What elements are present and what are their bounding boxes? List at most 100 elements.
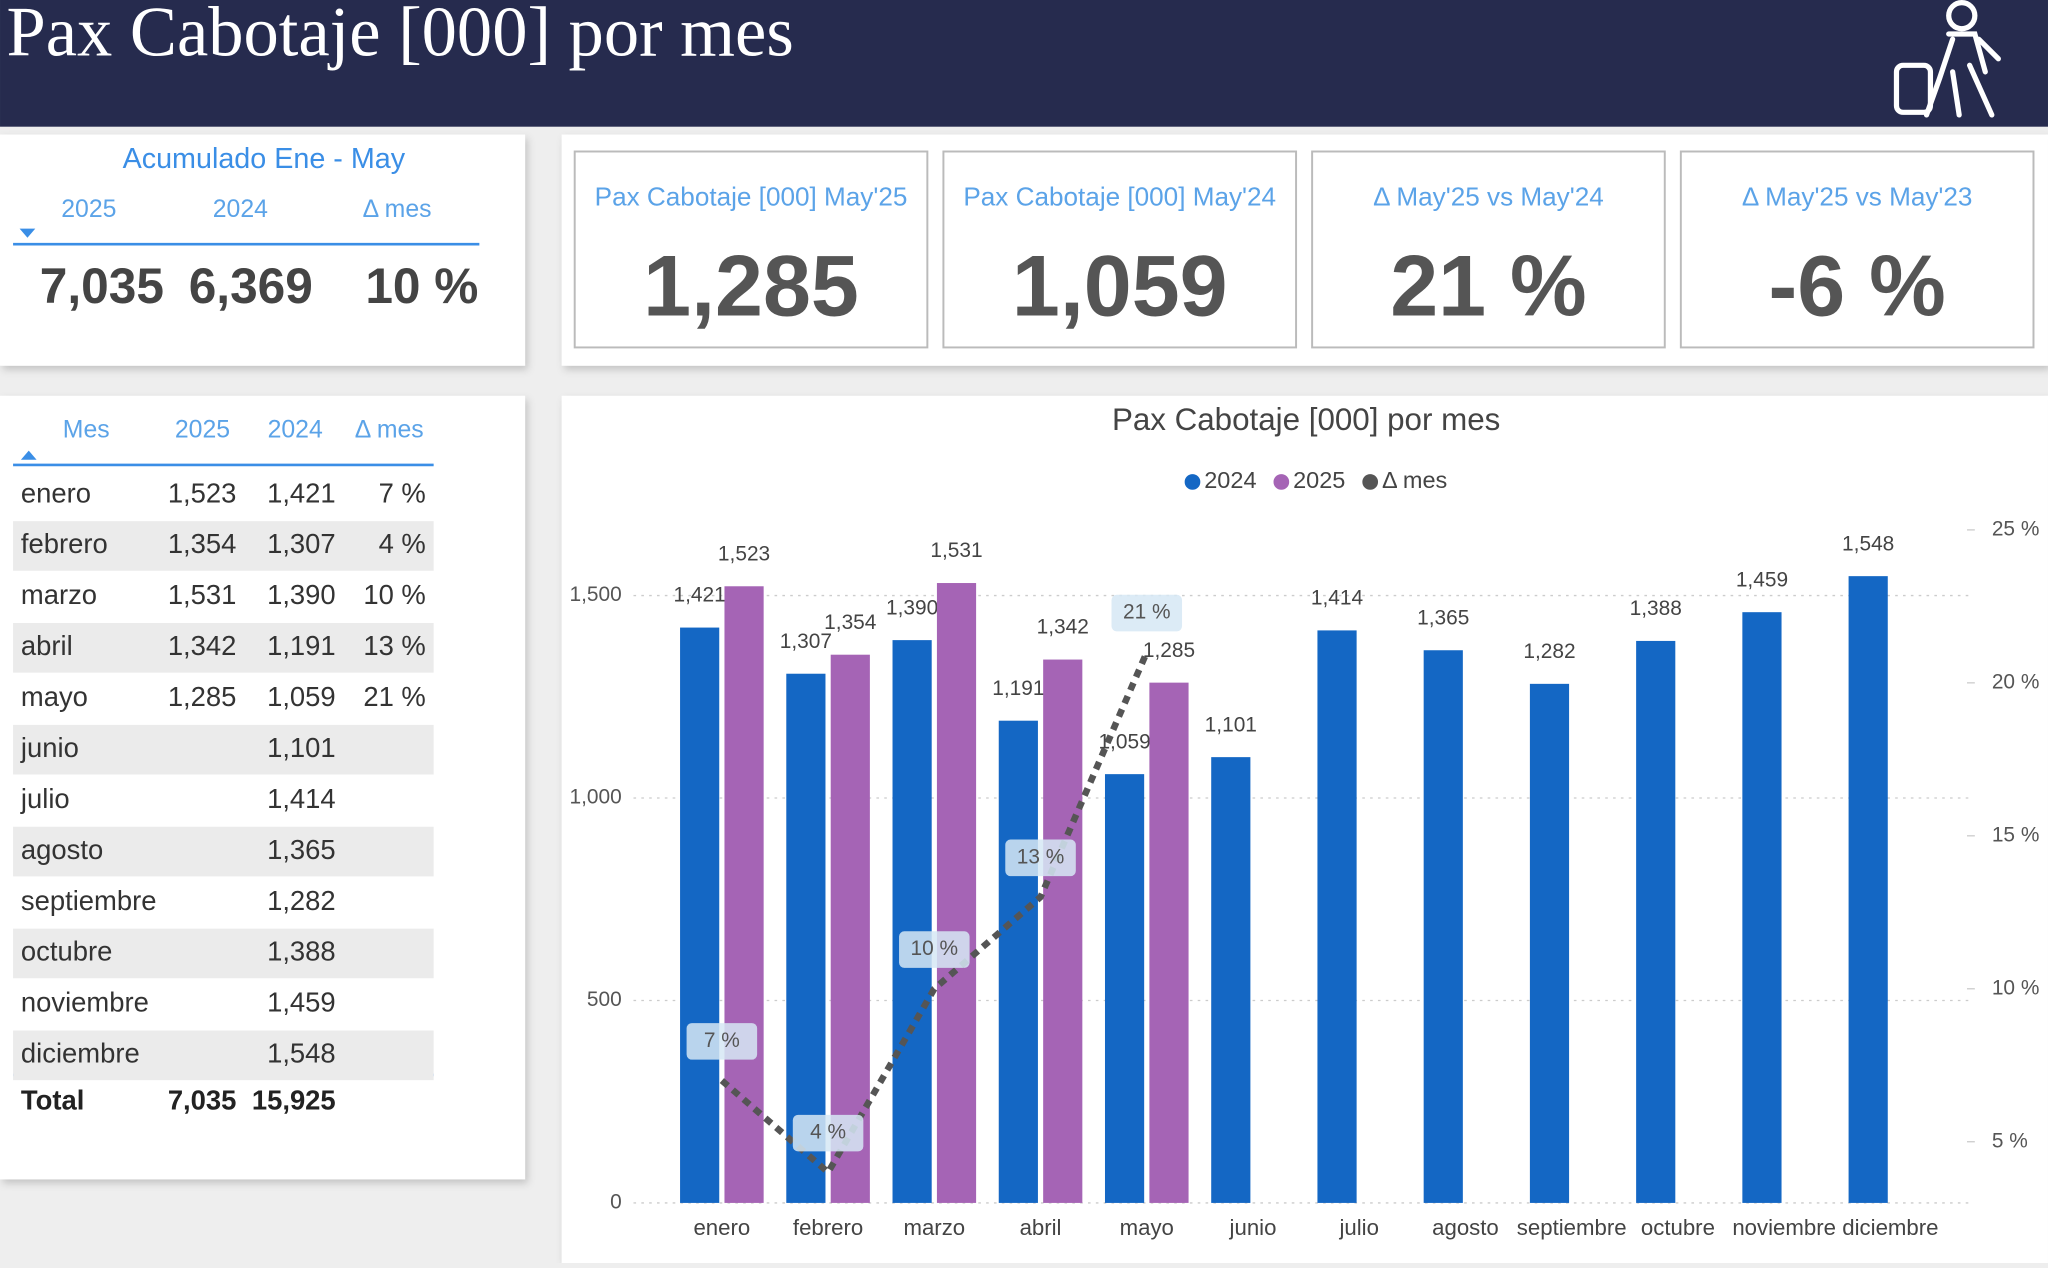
table-cell: 1,531	[168, 579, 237, 610]
kpi-card	[573, 150, 929, 349]
kpi-value: 1,059	[1012, 238, 1228, 334]
table-cell: abril	[21, 630, 73, 661]
bar-label: 1,191	[992, 677, 1044, 700]
table-cell: 7 %	[379, 477, 426, 508]
kpi-value: 21 %	[1390, 238, 1586, 334]
table-cell: 1,282	[267, 885, 336, 916]
summary-value: 7,035	[40, 258, 164, 314]
table-cell: 1,523	[168, 477, 237, 508]
table-cell: octubre	[21, 936, 112, 967]
summary-value: 6,369	[189, 258, 313, 314]
bar-label: 1,059	[1098, 730, 1150, 753]
bar-label: 1,307	[780, 630, 832, 653]
table-cell: junio	[20, 732, 79, 763]
table-header: 2024	[268, 417, 323, 444]
y-tick-label: 1,500	[569, 583, 621, 606]
kpi-label: Pax Cabotaje [000] May'25	[595, 181, 908, 211]
delta-line	[719, 650, 1150, 1178]
table-header: Mes	[63, 417, 110, 444]
bar	[680, 627, 720, 1203]
kpi-label: Δ May'25 vs May'23	[1742, 181, 1973, 211]
bar-label: 1,285	[1143, 639, 1195, 662]
line-label: 13 %	[1017, 845, 1065, 868]
y-tick-label: 1,000	[569, 786, 621, 809]
table-cell: 1,191	[267, 630, 336, 661]
table-cell: 1,459	[267, 987, 336, 1018]
kpi-card	[1311, 150, 1666, 349]
bar	[1848, 576, 1888, 1203]
x-tick-label: agosto	[1432, 1215, 1499, 1240]
kpi-card	[942, 150, 1298, 349]
table-cell: agosto	[21, 834, 103, 865]
bar-label: 1,531	[930, 539, 982, 562]
table-cell: 4 %	[379, 528, 426, 559]
table-cell: 1,421	[267, 477, 336, 508]
table-cell: 1,059	[267, 681, 336, 712]
line-label: 7 %	[704, 1029, 740, 1052]
y-tick-label: 500	[587, 988, 622, 1011]
x-tick-label: marzo	[903, 1215, 965, 1240]
table-cell: 1,307	[267, 528, 336, 559]
bar-label: 1,354	[824, 611, 876, 634]
bar-label: 1,548	[1842, 532, 1894, 555]
kpi-card	[1679, 150, 2035, 349]
line-label-box	[686, 1023, 758, 1060]
table-cell: 1,354	[168, 528, 237, 559]
bar-label: 1,342	[1037, 616, 1089, 639]
bar-label: 1,390	[886, 596, 938, 619]
x-tick-label: enero	[693, 1215, 750, 1240]
legend-label: 2025	[1293, 467, 1345, 493]
summary-column: 2024	[213, 196, 268, 223]
traveler-icon	[1893, 0, 2001, 118]
bar	[1317, 630, 1357, 1203]
line-label-box	[792, 1114, 864, 1152]
line-label-box	[1005, 839, 1076, 877]
bar-label: 1,388	[1630, 597, 1682, 620]
x-tick-label: noviembre	[1732, 1215, 1836, 1240]
row-band	[13, 724, 434, 775]
table-cell: noviembre	[21, 987, 149, 1018]
kpi-value: 1,285	[643, 238, 859, 334]
table-cell: 1,285	[168, 681, 237, 712]
y2-tick-label: 15 %	[1992, 823, 2040, 846]
table-cell: julio	[20, 783, 70, 814]
table-cell: marzo	[21, 579, 97, 610]
line-label: 10 %	[911, 937, 959, 960]
table-cell: 1,548	[267, 1038, 336, 1069]
sort-icon	[19, 228, 36, 238]
y2-tick-label: 20 %	[1992, 670, 2040, 693]
row-band	[13, 1030, 434, 1081]
y2-tick-label: 10 %	[1992, 976, 2040, 999]
line-label-box	[899, 931, 970, 968]
y-tick-label: 0	[610, 1190, 622, 1213]
table-header: 2025	[175, 417, 230, 444]
bar	[1104, 774, 1145, 1203]
summary-card	[0, 134, 526, 366]
x-tick-label: diciembre	[1842, 1215, 1938, 1240]
table-cell: 13 %	[363, 630, 425, 661]
x-tick-label: febrero	[793, 1215, 863, 1240]
table-cell: 1,342	[168, 630, 237, 661]
bar	[936, 583, 977, 1203]
x-tick-label: octubre	[1641, 1215, 1715, 1240]
table-cell: 1,365	[267, 834, 336, 865]
legend-dot	[1184, 474, 1201, 490]
bar	[1211, 757, 1251, 1203]
bar-label: 1,282	[1523, 640, 1575, 663]
table-cell: diciembre	[21, 1038, 140, 1069]
legend-label: Δ mes	[1382, 467, 1447, 493]
line-label: 4 %	[810, 1121, 846, 1144]
x-tick-label: junio	[1229, 1215, 1277, 1240]
kpi-label: Δ May'25 vs May'24	[1373, 181, 1604, 211]
legend-label: 2024	[1204, 467, 1256, 493]
row-band	[13, 928, 434, 979]
summary-title: Acumulado Ene - May	[123, 143, 406, 175]
bar-label: 1,365	[1417, 606, 1469, 629]
bar-label: 1,459	[1736, 568, 1788, 591]
total-cell: Total	[21, 1085, 84, 1116]
y2-tick-label: 25 %	[1992, 517, 2040, 540]
table-header: Δ mes	[355, 417, 424, 444]
table-cell: 1,388	[267, 936, 336, 967]
